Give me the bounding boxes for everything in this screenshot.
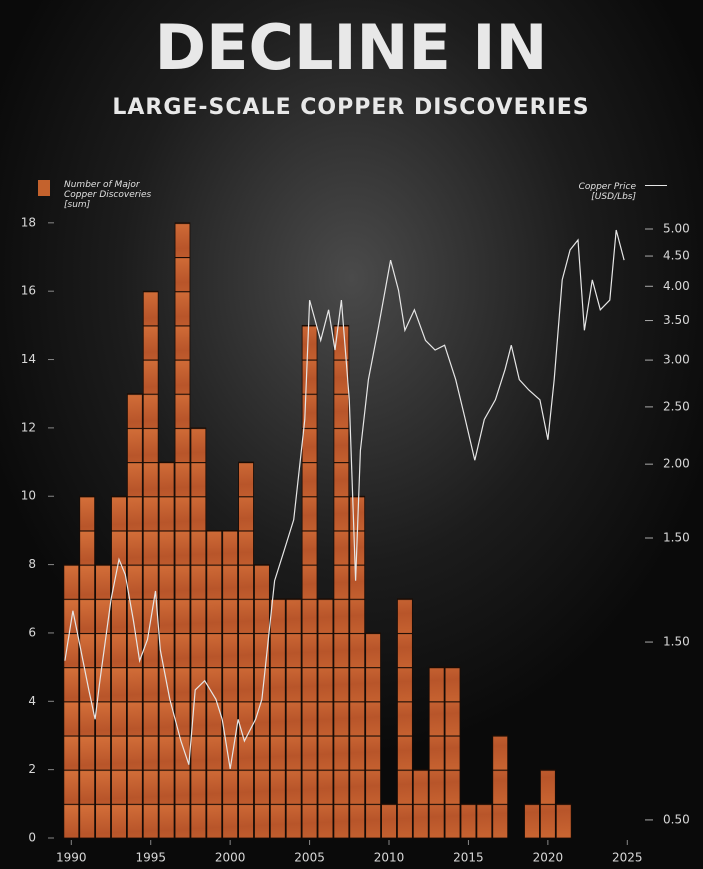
x-tick-label: 2015 [453,851,484,865]
bar [126,393,143,839]
y-tick-label: 4 [28,694,36,708]
y2-tick-label: 3.50 [663,313,690,327]
y-tick-label: 8 [28,557,36,571]
y-tick-label: 18 [21,215,36,229]
legend-label: Number of Major Copper Discoveries [sum] [64,180,152,210]
y-tick-label: 16 [21,284,36,298]
legend-label: Copper Price [USD/Lbs] [578,182,636,202]
x-tick-label: 2025 [612,851,643,865]
y2-tick-label: 2.00 [663,457,690,471]
bar [381,803,397,839]
y2-tick-label: 4.50 [663,249,690,263]
y2-tick-label: 4.00 [663,279,690,293]
bar [63,564,80,839]
bar [555,803,572,839]
bar [492,735,509,839]
y2-tick-label: 3.00 [663,353,690,367]
bar [412,769,429,839]
bar [333,324,350,839]
y-tick-label: 0 [28,831,36,845]
chart-subtitle: LARGE-SCALE COPPER DISCOVERIES [112,95,589,120]
y-tick-label: 6 [28,625,36,639]
bar [397,598,413,839]
bar [142,290,159,839]
y-tick-label: 12 [21,420,36,434]
bar [269,598,286,839]
bar [79,495,96,839]
bar [285,598,302,839]
x-tick-label: 2020 [533,851,564,865]
y2-tick-label: 2.50 [663,399,690,413]
bar [428,666,445,839]
x-tick-label: 2005 [294,851,325,865]
bar [301,324,318,839]
x-tick-label: 2010 [374,851,405,865]
bar [174,222,191,839]
bar [190,427,207,839]
bar [476,803,493,839]
x-tick-label: 1990 [56,851,87,865]
legend-swatch [38,180,50,196]
y2-tick-label: 1.50 [663,530,690,544]
bar [524,803,540,839]
bar [254,564,270,839]
bar [238,461,254,839]
bar [365,632,381,839]
bar [317,598,334,839]
bar [158,461,175,839]
chart-title: DECLINE IN [155,11,548,84]
bar [540,769,556,839]
y2-tick-label: 5.00 [663,222,690,236]
y-tick-label: 10 [21,489,36,503]
bar [349,495,366,839]
x-tick-label: 2000 [215,851,246,865]
x-tick-label: 1995 [135,851,166,865]
bar [444,666,461,839]
bar [460,803,477,839]
price-line [64,229,625,769]
y2-tick-label: 1.50 [663,635,690,649]
bar [206,530,223,839]
legend-line [645,185,667,186]
y2-tick-label: 0.50 [663,812,690,826]
bar [111,495,127,839]
y-tick-label: 2 [28,762,36,776]
y-tick-label: 14 [21,352,36,366]
bar [222,530,238,839]
